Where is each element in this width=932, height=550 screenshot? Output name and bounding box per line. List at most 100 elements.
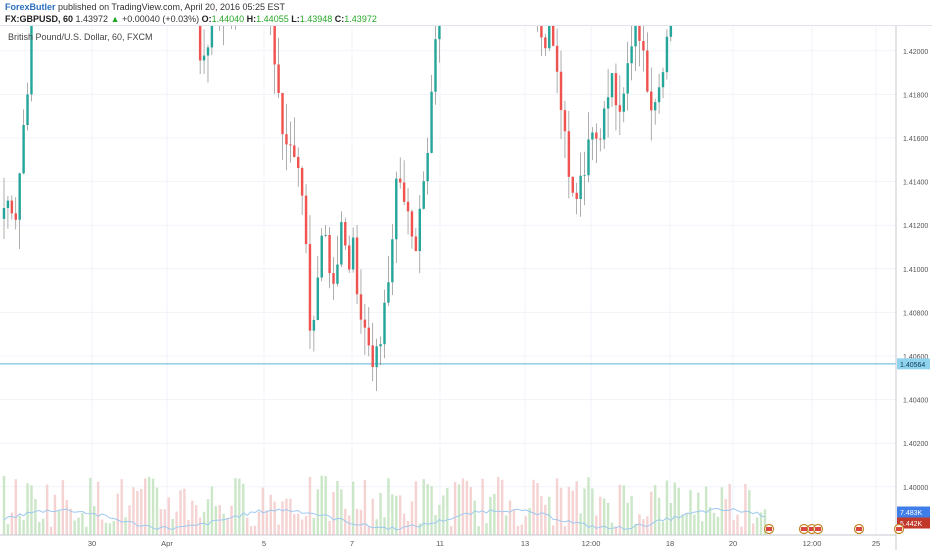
flag-icon[interactable]: [893, 523, 905, 535]
y-tick-label: 1.40200: [903, 441, 928, 448]
candle-body: [324, 234, 327, 236]
y-tick-label: 1.40800: [903, 310, 928, 317]
volume-bar: [277, 524, 280, 535]
volume-bar: [61, 480, 65, 535]
flag-icon[interactable]: [812, 523, 824, 535]
candle-body: [351, 237, 355, 270]
candle-body: [312, 319, 316, 331]
candle-body: [344, 222, 347, 246]
volume-bar: [512, 509, 516, 535]
horizontal-lines[interactable]: [0, 26, 896, 365]
volume-bar: [500, 479, 504, 535]
volume-bar: [183, 488, 186, 535]
volume-bar: [269, 494, 272, 535]
volume-bar: [147, 476, 151, 535]
close-label: C:: [334, 14, 345, 24]
candle-body: [206, 47, 210, 56]
volume-bar: [426, 484, 429, 535]
candle-body: [563, 110, 567, 132]
volume-bar: [422, 479, 425, 535]
candle-body: [410, 211, 414, 237]
volume-ma-tag-text: 7.483K: [900, 510, 923, 517]
volume-bar: [520, 524, 524, 535]
volume-bar: [336, 481, 339, 535]
volume-bar: [599, 496, 602, 535]
grid: [0, 26, 896, 535]
candle-body: [304, 195, 308, 245]
candle-body: [418, 208, 422, 252]
volume-bar: [316, 489, 320, 535]
open-label: O:: [201, 14, 212, 24]
candle-body: [426, 152, 429, 182]
candle-body: [359, 294, 363, 320]
volume-bar: [638, 514, 641, 535]
volume-bar: [93, 506, 96, 535]
volume-bar: [191, 500, 194, 535]
volume-bar: [81, 512, 84, 535]
flag-icon[interactable]: [853, 523, 865, 535]
candle-body: [606, 97, 610, 109]
volume-bar: [26, 483, 29, 535]
candle-body: [402, 182, 406, 202]
volume-bar: [155, 487, 159, 535]
volume-bar: [744, 483, 747, 535]
volume-bar: [736, 514, 739, 535]
last-price: 1.43972: [75, 14, 109, 24]
volume-bar: [740, 526, 743, 535]
volume-bar: [49, 526, 53, 535]
y-tick-label: 1.42000: [903, 49, 928, 56]
volume-bar: [179, 490, 182, 535]
candle-body: [395, 178, 398, 240]
volume-bar: [308, 477, 312, 535]
volume-bar: [128, 505, 131, 535]
volume-bar: [222, 513, 225, 535]
candle-body: [340, 222, 343, 265]
volume-bar: [634, 523, 637, 535]
volume-bar: [657, 497, 661, 535]
volume-bar: [622, 485, 625, 535]
symbol-label: FX:GBPUSD, 60: [5, 14, 74, 24]
flag-icon[interactable]: [763, 523, 775, 535]
candle-body: [300, 167, 304, 196]
time-axis[interactable]: 30 Apr 5 7 11 13 12:00 18 20 12:00 25: [88, 539, 880, 548]
volume-bar: [759, 512, 763, 535]
volume-bar: [245, 517, 249, 535]
volume-bar: [379, 492, 382, 535]
volume-bar: [65, 500, 68, 535]
volume-bar: [344, 508, 347, 535]
volume-bar: [198, 517, 202, 535]
volume-bar: [167, 497, 170, 535]
candle-body: [665, 36, 669, 73]
candle-body: [434, 39, 437, 92]
candle-body: [367, 327, 371, 346]
volume-bar: [234, 477, 237, 535]
candle-body: [30, 26, 33, 95]
volume-bar: [410, 501, 414, 535]
volume-bar: [763, 509, 767, 535]
author-link[interactable]: ForexButler: [5, 2, 56, 12]
candle-body: [642, 40, 645, 51]
candle-body: [650, 91, 653, 111]
economic-events[interactable]: [763, 523, 905, 535]
candle-body: [555, 45, 559, 72]
volume-bar: [285, 498, 288, 535]
price-chart[interactable]: Stop: 0.00315 (0.22%)Opened P&L: -0.0000…: [0, 26, 932, 550]
change-up-icon: ▲: [110, 14, 120, 24]
flag-icon-fill: [809, 527, 815, 531]
volume-bar: [391, 494, 394, 535]
volume-bar: [493, 493, 496, 535]
candles: [2, 26, 673, 391]
candle-body: [653, 102, 657, 111]
volume-last-tag-bg: [897, 517, 930, 529]
candle-body: [669, 26, 673, 37]
volume-bar: [324, 476, 327, 535]
candle-body: [285, 134, 288, 145]
candle-body: [355, 237, 359, 295]
volume-bar: [669, 502, 673, 535]
price-axis[interactable]: 1.40000 1.40200 1.40400 1.40600 1.40800 1.410…: [903, 49, 928, 492]
candle-body: [6, 200, 10, 209]
volume-bar: [69, 508, 72, 535]
candle-body: [18, 173, 21, 220]
volume-bar: [261, 487, 265, 535]
volume-bar: [653, 485, 657, 535]
